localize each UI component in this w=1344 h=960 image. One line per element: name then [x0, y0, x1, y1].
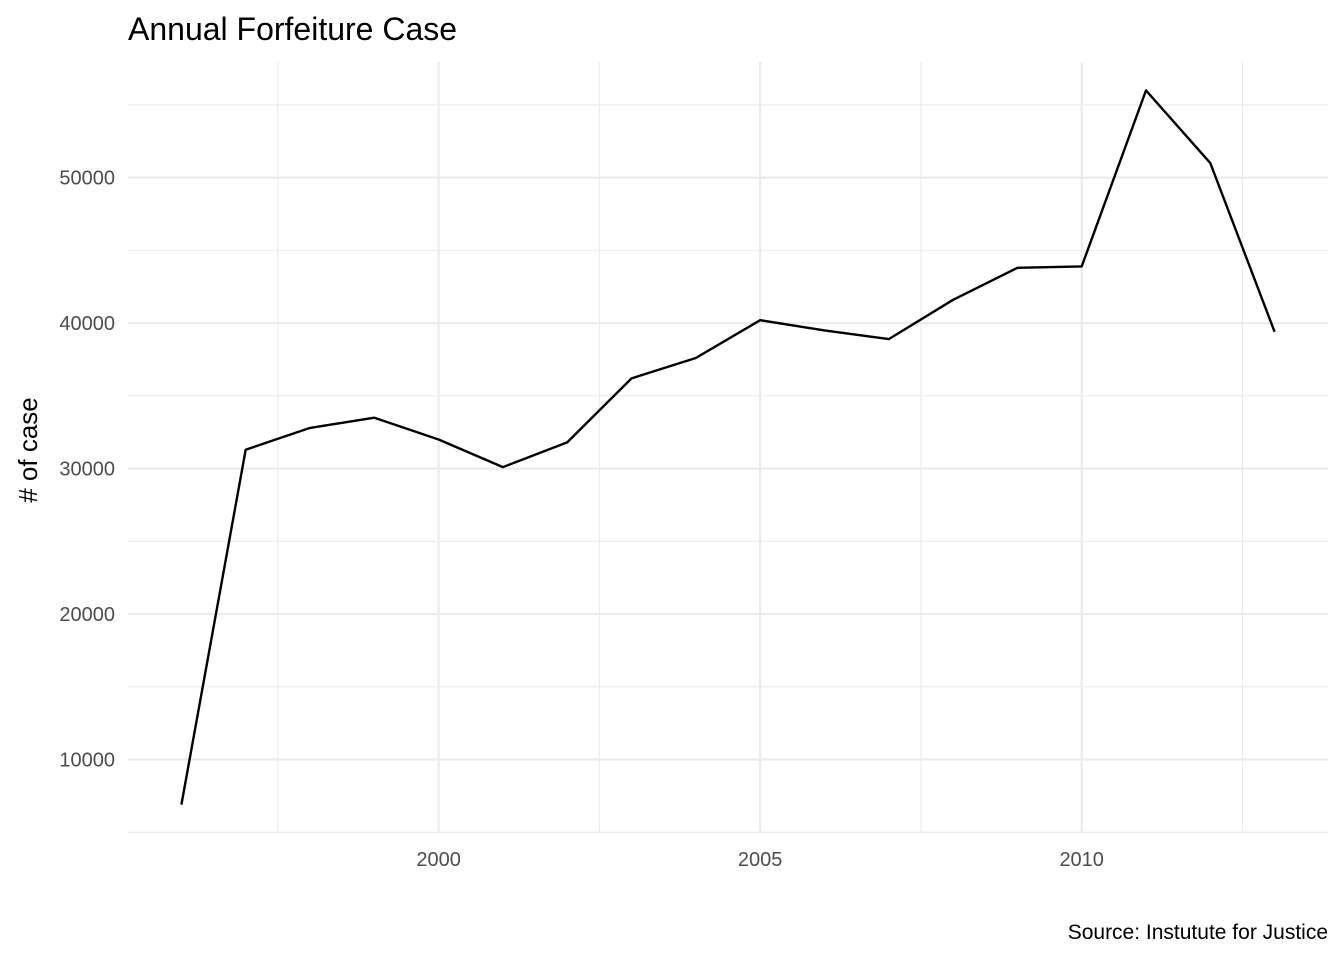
y-axis-tick-labels: 10000 20000 30000 40000 50000 [59, 168, 115, 772]
chart-title: Annual Forfeiture Case [128, 11, 457, 47]
y-tick-label: 10000 [59, 750, 115, 772]
series-line [180, 89, 1276, 805]
x-tick-label: 2000 [416, 849, 461, 871]
x-tick-label: 2010 [1059, 849, 1104, 871]
y-tick-label: 30000 [59, 459, 115, 481]
y-axis-label: # of case [13, 397, 43, 503]
y-tick-label: 40000 [59, 313, 115, 335]
y-tick-label: 20000 [59, 604, 115, 626]
y-tick-label: 50000 [59, 168, 115, 190]
x-tick-label: 2005 [738, 849, 783, 871]
source-caption: Source: Instutute for Justice [1068, 921, 1328, 944]
grid [128, 62, 1328, 833]
x-axis-tick-labels: 2000 2005 2010 [416, 849, 1104, 871]
